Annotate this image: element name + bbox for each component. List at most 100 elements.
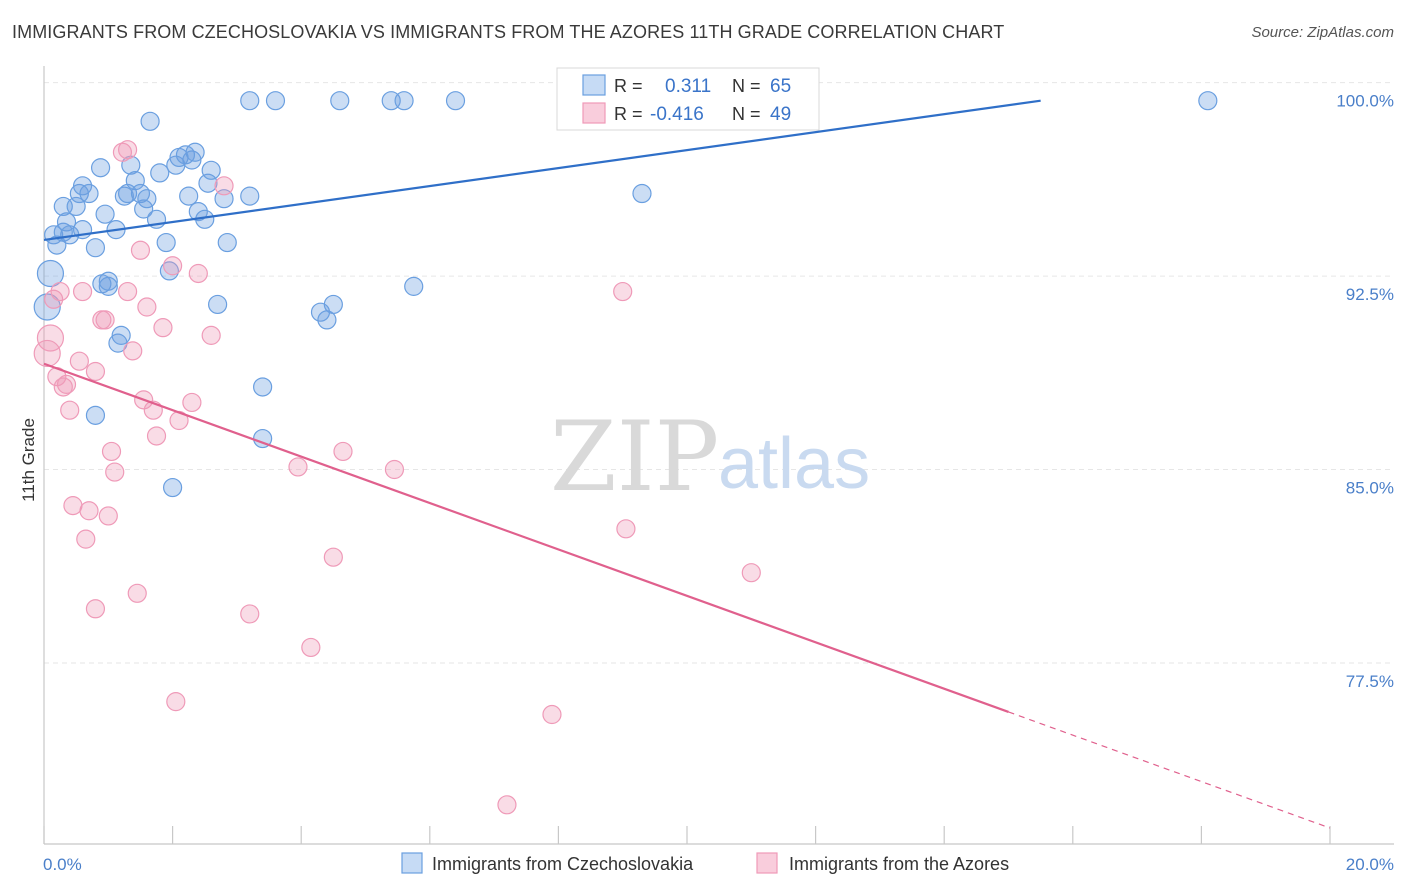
grid-lines xyxy=(44,82,1394,664)
watermark-atlas: atlas xyxy=(718,424,870,504)
czechoslovakia-point-48 xyxy=(265,91,286,111)
azores-point-38 xyxy=(240,604,260,624)
azores-point-14 xyxy=(85,361,106,382)
trend-line-czechoslovakia xyxy=(43,99,1041,242)
legend-n-value-pink: 49 xyxy=(770,104,791,125)
azores-point-44 xyxy=(497,795,517,815)
czechoslovakia-point-27 xyxy=(140,111,160,131)
czechoslovakia-point-19 xyxy=(111,325,131,345)
trend-line-azores-extension xyxy=(1008,711,1331,829)
azores-point-10 xyxy=(72,281,93,302)
czechoslovakia-point-60 xyxy=(85,405,106,425)
source-label: Source: ZipAtlas.com xyxy=(1251,24,1394,41)
legend-box: R = 0.311 N = 65 R = -0.416 N = 49 xyxy=(556,67,820,131)
azores-point-11 xyxy=(76,529,96,549)
y-tick-label-2: 85.0% xyxy=(1346,479,1394,498)
legend-r-label-blue: R = xyxy=(614,76,643,96)
legend-n-label-blue: N = xyxy=(732,76,761,96)
azores-point-30 xyxy=(153,318,173,338)
chart-title: IMMIGRANTS FROM CZECHOSLOVAKIA VS IMMIGR… xyxy=(12,22,1005,42)
trend-lines xyxy=(43,99,1331,829)
azores-point-35 xyxy=(188,263,208,284)
legend-r-label-pink: R = xyxy=(614,104,643,124)
czechoslovakia-point-18 xyxy=(108,333,128,353)
azores-point-18 xyxy=(101,441,122,462)
bottom-legend-swatch-pink xyxy=(756,852,778,874)
azores-point-17 xyxy=(98,506,118,526)
czechoslovakia-point-11 xyxy=(79,183,99,204)
legend-r-value-blue: 0.311 xyxy=(665,76,711,97)
azores-point-36 xyxy=(201,325,221,345)
czechoslovakia-point-55 xyxy=(404,276,424,296)
czechoslovakia-point-47 xyxy=(253,377,273,397)
azores-point-12 xyxy=(79,501,99,521)
czechoslovakia-point-26 xyxy=(137,189,157,209)
czechoslovakia-point-63 xyxy=(98,271,118,291)
azores-point-20 xyxy=(112,142,133,162)
azores-point-4 xyxy=(50,281,70,302)
legend-r-value-pink: -0.416 xyxy=(650,104,704,125)
czechoslovakia-point-46 xyxy=(240,186,260,206)
azores-point-47 xyxy=(616,519,636,539)
azores-point-43 xyxy=(384,459,405,480)
czechoslovakia-point-36 xyxy=(182,150,202,170)
azores-point-39 xyxy=(288,457,308,477)
bottom-legend-label-pink: Immigrants from the Azores xyxy=(789,854,1009,874)
azores-point-45 xyxy=(542,704,562,725)
czechoslovakia-point-15 xyxy=(95,204,115,224)
azores-point-24 xyxy=(127,583,147,603)
azores-point-5 xyxy=(53,377,73,397)
watermark-zip: ZIP xyxy=(550,401,719,513)
series-azores xyxy=(33,140,761,815)
czechoslovakia-point-38 xyxy=(188,201,208,222)
czechoslovakia-point-35 xyxy=(179,186,199,206)
legend-swatch-blue xyxy=(582,74,606,96)
azores-point-31 xyxy=(163,256,183,276)
czechoslovakia-point-29 xyxy=(150,163,170,183)
legend-n-value-blue: 65 xyxy=(770,76,791,97)
czechoslovakia-point-9 xyxy=(69,183,89,204)
azores-point-22 xyxy=(117,281,138,302)
azores-point-23 xyxy=(123,341,143,361)
azores-point-25 xyxy=(130,240,151,260)
czechoslovakia-point-56 xyxy=(445,91,466,111)
czechoslovakia-point-41 xyxy=(201,160,221,180)
azores-point-1 xyxy=(36,324,65,352)
azores-point-41 xyxy=(323,547,343,567)
azores-point-40 xyxy=(301,637,321,658)
azores-point-34 xyxy=(182,392,202,413)
y-tick-label-3: 77.5% xyxy=(1346,672,1394,691)
bottom-legend-label-blue: Immigrants from Czechoslovakia xyxy=(432,854,694,874)
azores-point-46 xyxy=(613,281,633,302)
czechoslovakia-point-59 xyxy=(1198,91,1218,111)
azores-point-7 xyxy=(60,400,80,420)
azores-point-6 xyxy=(56,374,77,394)
series-czechoslovakia xyxy=(33,91,1218,498)
azores-point-42 xyxy=(333,441,353,462)
y-tick-label-1: 92.5% xyxy=(1346,285,1394,304)
bottom-legend: Immigrants from Czechoslovakia Immigrant… xyxy=(401,852,1009,874)
czechoslovakia-point-45 xyxy=(240,91,260,111)
azores-point-21 xyxy=(117,140,138,160)
czechoslovakia-point-25 xyxy=(134,199,154,219)
azores-point-29 xyxy=(146,426,167,446)
y-axis-title: 11th Grade xyxy=(19,418,38,502)
azores-point-2 xyxy=(44,289,64,309)
azores-point-48 xyxy=(741,563,761,583)
czechoslovakia-point-13 xyxy=(90,158,111,178)
bottom-legend-swatch-blue xyxy=(401,852,423,874)
czechoslovakia-point-0 xyxy=(33,293,61,321)
czechoslovakia-point-52 xyxy=(330,91,350,111)
czechoslovakia-point-30 xyxy=(156,232,176,253)
azores-point-16 xyxy=(95,310,115,330)
axes xyxy=(43,66,1394,845)
y-tick-labels: 100.0% 92.5% 85.0% 77.5% xyxy=(1336,92,1394,691)
legend-swatch-pink xyxy=(582,102,606,124)
trend-line-azores xyxy=(43,362,1009,713)
czechoslovakia-point-12 xyxy=(85,238,106,258)
azores-point-8 xyxy=(63,496,83,516)
azores-point-9 xyxy=(69,351,89,371)
czechoslovakia-point-10 xyxy=(72,176,93,196)
czechoslovakia-point-54 xyxy=(394,91,414,111)
